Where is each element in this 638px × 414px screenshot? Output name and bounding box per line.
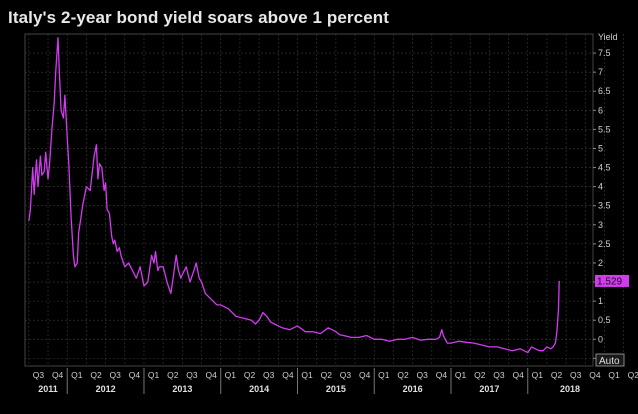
x-quarter-label: Q3 [110,370,122,380]
y-tick-label: 6 [598,105,603,115]
x-quarter-label: Q2 [321,370,333,380]
x-quarter-label: Q2 [244,370,256,380]
x-quarter-label: Q2 [628,370,638,380]
y-tick-label: 4 [598,182,603,192]
y-tick-label: 2 [598,258,603,268]
x-year-label: 2016 [403,384,423,394]
y-tick-label: 7 [598,67,603,77]
plot-area [24,33,594,367]
y-axis: 7.576.565.554.543.532.521.510.50-0.5 [593,48,614,363]
x-year-label: 2014 [249,384,269,394]
auto-button[interactable]: Auto [595,353,625,367]
auto-button-label[interactable]: Auto [599,356,620,367]
x-quarter-label: Q3 [33,370,45,380]
x-quarter-label: Q3 [186,370,198,380]
y-tick-label: 1 [598,296,603,306]
last-value-label: 1.529 [597,276,622,287]
x-axis: Q3 Q4 Q1 Q2 Q3 Q4 Q1 Q2 Q3 Q4 Q1 Q2 Q3 Q4 Q1 Q2 Q3 Q4 Q1 Q2… [33,368,638,394]
y-tick-label: 7.5 [598,48,611,58]
x-quarter-label: Q4 [52,370,64,380]
x-quarter-label: Q3 [570,370,582,380]
y-tick-label: 0.5 [598,315,611,325]
x-quarter-label: Q1 [532,370,544,380]
y-tick-label: 6.5 [598,86,611,96]
x-quarter-label: Q2 [551,370,563,380]
x-quarter-label: Q1 [608,370,620,380]
x-quarter-label: Q4 [436,370,448,380]
x-quarter-label: Q2 [167,370,179,380]
x-quarter-label: Q3 [340,370,352,380]
y-tick-label: 2.5 [598,239,611,249]
x-year-label: 2013 [172,384,192,394]
x-quarter-label: Q1 [378,370,390,380]
x-quarter-label: Q1 [301,370,313,380]
series-line [28,37,560,354]
x-quarter-label: Q1 [148,370,160,380]
x-quarter-label: Q3 [493,370,505,380]
x-year-label: 2015 [326,384,346,394]
chart-title: Italy's 2-year bond yield soars above 1 … [8,8,390,27]
x-quarter-label: Q2 [90,370,102,380]
y-tick-label: 5.5 [598,124,611,134]
y-axis-title: Yield [598,32,618,42]
x-quarter-label: Q4 [512,370,524,380]
y-tick-label: 5 [598,143,603,153]
y-tick-label: 0 [598,334,603,344]
grid-lines [25,34,625,366]
y-tick-label: 4.5 [598,163,611,173]
last-value-badge-bg [595,274,629,287]
x-year-label: 2012 [96,384,116,394]
x-quarter-label: Q4 [282,370,294,380]
x-quarter-label: Q2 [397,370,409,380]
x-quarter-label: Q1 [71,370,83,380]
y-tick-label: 3.5 [598,201,611,211]
x-quarter-label: Q1 [455,370,467,380]
x-year-label: 2017 [479,384,499,394]
x-year-label: 2011 [38,384,58,394]
x-quarter-label: Q1 [225,370,237,380]
x-quarter-label: Q4 [129,370,141,380]
x-year-label: 2018 [560,384,580,394]
last-value-badge: 1.529 [595,274,629,287]
x-quarter-label: Q4 [589,370,601,380]
x-quarter-label: Q4 [359,370,371,380]
x-quarter-label: Q3 [417,370,429,380]
auto-button-bg[interactable] [595,353,625,367]
y-tick-label: 3 [598,220,603,230]
x-quarter-label: Q4 [205,370,217,380]
x-quarter-label: Q2 [474,370,486,380]
x-quarter-label: Q3 [263,370,275,380]
